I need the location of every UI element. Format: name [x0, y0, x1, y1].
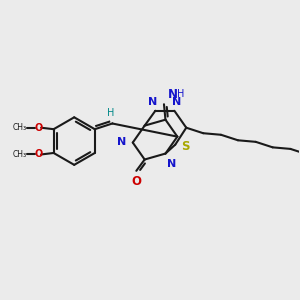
Text: O: O: [34, 123, 42, 133]
Text: H: H: [107, 108, 115, 118]
Text: N: N: [167, 159, 176, 169]
Text: N: N: [168, 88, 178, 101]
Text: H: H: [177, 89, 184, 99]
Text: N: N: [172, 97, 182, 106]
Text: O: O: [34, 149, 42, 160]
Text: CH₃: CH₃: [12, 123, 26, 132]
Text: CH₃: CH₃: [12, 150, 26, 159]
Text: N: N: [148, 97, 158, 106]
Text: N: N: [117, 137, 126, 147]
Text: O: O: [132, 175, 142, 188]
Text: S: S: [181, 140, 190, 153]
